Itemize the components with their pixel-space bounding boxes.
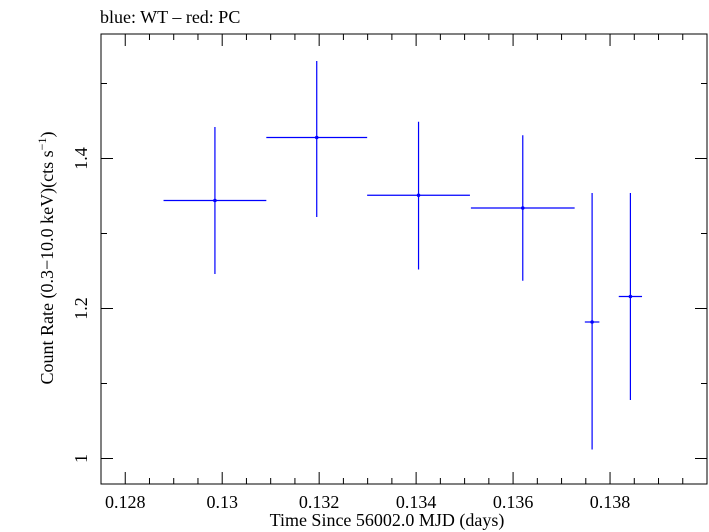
- data-marker: [416, 193, 421, 198]
- data-point-5: [584, 193, 600, 450]
- x-tick-label: 0.138: [590, 492, 631, 512]
- data-point-6: [618, 193, 643, 400]
- x-axis-label: Time Since 56002.0 MJD (days): [270, 510, 505, 531]
- y-tick-label: 1.2: [71, 297, 91, 320]
- x-tick-label: 0.136: [493, 492, 534, 512]
- y-tick-label: 1.4: [71, 147, 91, 170]
- data-point-3: [367, 121, 470, 270]
- x-axis-tick-labels: 0.128 0.13 0.132 0.134 0.136 0.138: [105, 492, 630, 512]
- data-marker: [590, 320, 594, 324]
- x-tick-label: 0.128: [105, 492, 146, 512]
- data-marker: [628, 294, 633, 299]
- y-tick-label: 1: [71, 454, 91, 463]
- series-wt: [163, 61, 643, 450]
- x-axis-ticks: [100, 34, 708, 484]
- data-marker: [213, 198, 217, 203]
- data-point-1: [163, 127, 267, 274]
- data-point-2: [266, 61, 368, 217]
- plot-frame: [100, 33, 708, 485]
- data-marker: [314, 135, 319, 140]
- y-axis-label-suffix: ): [37, 132, 58, 138]
- data-marker: [520, 206, 525, 210]
- y-axis-tick-labels: 1 1.2 1.4: [71, 147, 91, 463]
- y-axis-label-prefix: Count Rate (0.3−10.0 keV)(cts s: [37, 150, 58, 384]
- y-axis-ticks: [101, 83, 707, 459]
- x-tick-label: 0.13: [206, 492, 238, 512]
- y-axis-label-superscript: −1: [35, 138, 49, 151]
- x-tick-label: 0.134: [396, 492, 437, 512]
- chart-title: blue: WT – red: PC: [100, 7, 240, 27]
- x-tick-label: 0.132: [299, 492, 340, 512]
- data-point-4: [470, 135, 575, 281]
- y-axis-label: Count Rate (0.3−10.0 keV)(cts s−1): [35, 132, 58, 385]
